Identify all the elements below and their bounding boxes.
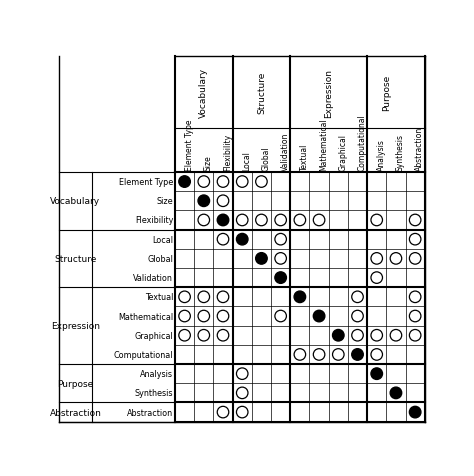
Text: Abstraction: Abstraction — [49, 408, 101, 416]
Text: Computational: Computational — [114, 350, 173, 359]
Text: Size: Size — [156, 197, 173, 206]
Circle shape — [255, 253, 267, 265]
Text: Purpose: Purpose — [57, 379, 93, 388]
Circle shape — [352, 349, 363, 360]
Circle shape — [410, 407, 421, 418]
Circle shape — [390, 387, 401, 399]
Circle shape — [333, 330, 344, 341]
Text: Mathematical: Mathematical — [319, 119, 328, 171]
Text: Structure: Structure — [54, 254, 97, 263]
Circle shape — [217, 215, 229, 226]
Text: Purpose: Purpose — [382, 75, 391, 111]
Text: Size: Size — [204, 155, 213, 171]
Text: Expression: Expression — [324, 69, 333, 118]
Text: Element Type: Element Type — [119, 178, 173, 187]
Text: Vocabulary: Vocabulary — [50, 197, 100, 206]
Text: Analysis: Analysis — [377, 139, 386, 171]
Circle shape — [371, 368, 383, 380]
Text: Flexibility: Flexibility — [223, 134, 232, 171]
Text: Vocabulary: Vocabulary — [199, 68, 208, 118]
Text: Computational: Computational — [357, 114, 366, 171]
Text: Expression: Expression — [51, 321, 100, 330]
Text: Abstraction: Abstraction — [127, 408, 173, 416]
Text: Local: Local — [242, 151, 251, 171]
Text: Graphical: Graphical — [338, 134, 347, 171]
Text: Validation: Validation — [133, 274, 173, 283]
Text: Analysis: Analysis — [140, 369, 173, 378]
Text: Structure: Structure — [257, 72, 266, 114]
Text: Synthesis: Synthesis — [135, 388, 173, 397]
Text: Global: Global — [147, 254, 173, 263]
Text: Local: Local — [152, 235, 173, 244]
Circle shape — [294, 291, 306, 303]
Circle shape — [198, 196, 210, 207]
Circle shape — [313, 311, 325, 322]
Text: Abstraction: Abstraction — [415, 127, 424, 171]
Circle shape — [275, 272, 286, 284]
Text: Global: Global — [262, 147, 271, 171]
Circle shape — [237, 234, 248, 246]
Text: Validation: Validation — [281, 133, 290, 171]
Text: Synthesis: Synthesis — [396, 134, 405, 171]
Text: Textual: Textual — [300, 144, 309, 171]
Circle shape — [179, 177, 191, 188]
Text: Element Type: Element Type — [184, 120, 193, 171]
Text: Mathematical: Mathematical — [118, 312, 173, 321]
Text: Graphical: Graphical — [134, 331, 173, 340]
Text: Textual: Textual — [145, 293, 173, 302]
Text: Flexibility: Flexibility — [135, 216, 173, 225]
